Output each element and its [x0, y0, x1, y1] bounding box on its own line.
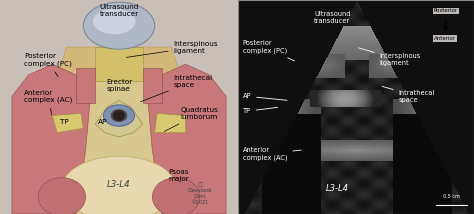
- Polygon shape: [147, 64, 226, 214]
- Ellipse shape: [152, 178, 200, 214]
- Ellipse shape: [62, 156, 176, 214]
- Polygon shape: [12, 47, 226, 214]
- Polygon shape: [76, 68, 95, 103]
- Text: Anterior
complex (AC): Anterior complex (AC): [24, 89, 72, 115]
- Polygon shape: [143, 68, 162, 103]
- Text: L3-L4: L3-L4: [326, 184, 348, 193]
- Polygon shape: [28, 68, 210, 214]
- Ellipse shape: [110, 109, 128, 122]
- Text: TP: TP: [60, 119, 69, 125]
- Text: Anterior
complex (AC): Anterior complex (AC): [243, 147, 301, 161]
- Ellipse shape: [38, 178, 86, 214]
- Text: Ultrasound
transducer: Ultrasound transducer: [99, 4, 139, 17]
- Text: Posterior
complex (PC): Posterior complex (PC): [24, 53, 72, 77]
- Text: TP: TP: [243, 107, 278, 114]
- Ellipse shape: [103, 105, 135, 126]
- Text: Posterior
complex (PC): Posterior complex (PC): [243, 40, 294, 61]
- Text: Anterior: Anterior: [434, 36, 456, 41]
- Text: AP: AP: [98, 119, 107, 125]
- Text: Quadratus
lumborum: Quadratus lumborum: [164, 107, 219, 131]
- Text: □
Cleveland
Clinic
©2021: □ Cleveland Clinic ©2021: [188, 182, 212, 205]
- Polygon shape: [95, 47, 143, 81]
- Text: Ultrasound
transducer: Ultrasound transducer: [314, 11, 351, 24]
- Text: AP: AP: [243, 93, 287, 100]
- Circle shape: [113, 110, 125, 121]
- Text: Erector
spinae: Erector spinae: [106, 79, 132, 92]
- Text: Intrathecal
space: Intrathecal space: [141, 75, 213, 102]
- Text: L3-L4: L3-L4: [107, 180, 131, 189]
- Ellipse shape: [93, 9, 136, 34]
- Ellipse shape: [83, 2, 155, 49]
- Polygon shape: [12, 64, 91, 214]
- Text: Intrathecal
space: Intrathecal space: [382, 86, 435, 103]
- Polygon shape: [52, 113, 83, 133]
- Polygon shape: [95, 101, 143, 137]
- Polygon shape: [155, 113, 186, 133]
- Text: Interspinous
ligament: Interspinous ligament: [127, 41, 219, 57]
- Text: Psoas
major: Psoas major: [168, 169, 189, 182]
- Text: Interspinous
ligament: Interspinous ligament: [359, 48, 421, 66]
- Text: Posterior: Posterior: [434, 8, 458, 13]
- Text: 0.5 cm: 0.5 cm: [443, 194, 460, 199]
